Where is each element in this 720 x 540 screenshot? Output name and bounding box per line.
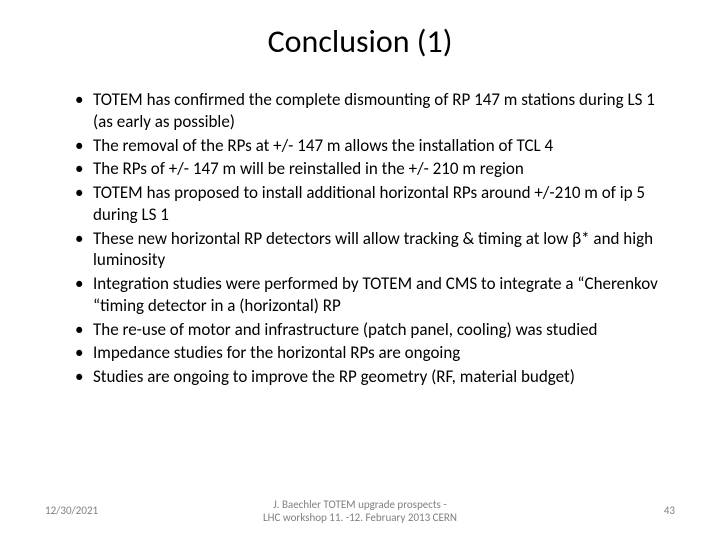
- list-item: Impedance studies for the horizontal RPs…: [75, 342, 675, 364]
- list-item: The removal of the RPs at +/- 147 m allo…: [75, 135, 675, 157]
- footer: 12/30/2021 J. Baechler TOTEM upgrade pro…: [45, 498, 675, 524]
- footer-center: J. Baechler TOTEM upgrade prospects - LH…: [135, 498, 585, 524]
- footer-date: 12/30/2021: [45, 504, 135, 517]
- footer-center-line1: J. Baechler TOTEM upgrade prospects -: [273, 498, 446, 511]
- footer-center-line2: LHC workshop 11. -12. February 2013 CERN: [263, 511, 457, 524]
- list-item: The RPs of +/- 147 m will be reinstalled…: [75, 158, 675, 180]
- list-item: Integration studies were performed by TO…: [75, 273, 675, 317]
- list-item: Studies are ongoing to improve the RP ge…: [75, 366, 675, 388]
- list-item: TOTEM has confirmed the complete dismoun…: [75, 89, 675, 133]
- list-item: TOTEM has proposed to install additional…: [75, 182, 675, 226]
- slide: Conclusion (1) TOTEM has confirmed the c…: [0, 0, 720, 540]
- bullet-list: TOTEM has confirmed the complete dismoun…: [45, 89, 675, 388]
- slide-title: Conclusion (1): [45, 22, 675, 61]
- list-item: The re-use of motor and infrastructure (…: [75, 319, 675, 341]
- footer-page-number: 43: [585, 504, 675, 517]
- list-item: These new horizontal RP detectors will a…: [75, 228, 675, 272]
